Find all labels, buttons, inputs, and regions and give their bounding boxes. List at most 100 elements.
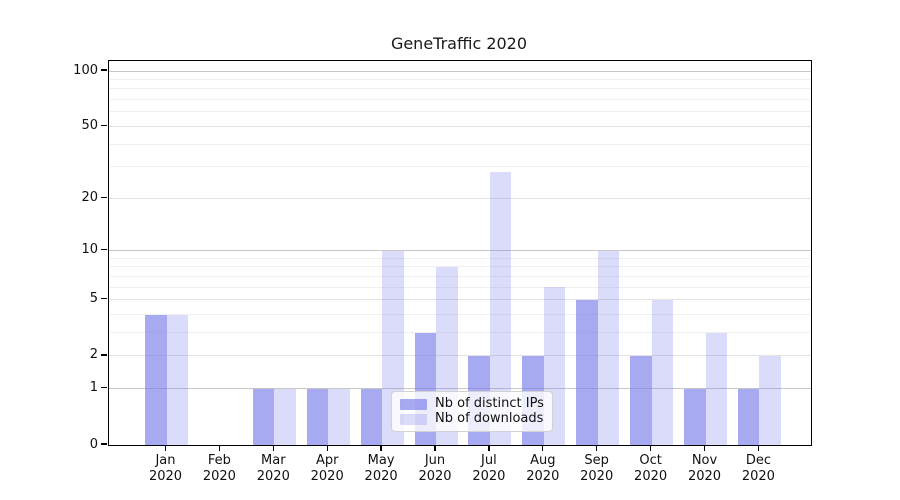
bar-downloads (274, 388, 296, 445)
x-axis-tick-label-line: Feb (207, 453, 231, 468)
gridline-major (109, 388, 811, 390)
x-axis-tick-label-line: 2020 (580, 469, 614, 484)
y-axis-tick (101, 196, 107, 198)
x-axis-tick-label-line: 2020 (634, 469, 668, 484)
gridline-major (109, 70, 811, 72)
legend-swatch-downloads (400, 413, 427, 425)
x-axis-tick-label-line: 2020 (256, 469, 290, 484)
x-axis-tick-label-line: 2020 (364, 469, 398, 484)
x-axis-tick-label-line: 2020 (741, 469, 775, 484)
y-axis-tick-label: 1 (89, 380, 98, 396)
bar-distinct-ips (737, 388, 760, 445)
plot-area (108, 60, 812, 446)
x-axis-tick (596, 445, 598, 451)
x-axis-tick-label: Jan 2020 (138, 453, 194, 485)
x-axis-tick-label-line: Jul (481, 453, 497, 468)
x-axis-tick-label-line: 2020 (687, 469, 722, 484)
x-axis-tick-label-line: Mar (261, 453, 286, 468)
y-axis-tick (101, 124, 107, 127)
legend: Nb of distinct IPs Nb of downloads (391, 391, 553, 432)
gridline-minor (109, 78, 811, 80)
gridline-mid (109, 125, 811, 127)
legend-swatch-ips (400, 398, 427, 410)
x-axis-tick-label-line: May (367, 453, 395, 468)
x-axis-tick-label: Sep 2020 (569, 453, 625, 485)
x-axis-tick-label: Aug 2020 (515, 453, 571, 485)
x-axis-tick (434, 445, 436, 451)
x-axis-tick-label: Apr 2020 (299, 453, 355, 485)
x-axis-tick (757, 445, 760, 451)
x-axis-tick-label-line: 2020 (202, 469, 236, 484)
legend-item-downloads: Nb of downloads (400, 412, 544, 426)
legend-label-ips: Nb of distinct IPs (435, 396, 544, 411)
x-axis-tick (272, 445, 274, 451)
legend-item-distinct-ips: Nb of distinct IPs (400, 397, 544, 411)
x-axis-tick (488, 445, 490, 451)
x-axis-tick-label: Dec 2020 (730, 453, 786, 485)
x-axis-tick-label-line: Oct (639, 453, 662, 468)
y-axis-tick-label: 10 (81, 242, 98, 258)
x-axis-tick (542, 445, 544, 451)
gridline-minor (109, 314, 811, 316)
gridline-mid (109, 197, 811, 199)
x-axis-tick-label-line: Nov (691, 453, 718, 468)
bar-distinct-ips (360, 388, 383, 445)
x-axis-tick-label-line: Sep (584, 453, 609, 468)
gridline-minor (109, 266, 811, 268)
y-axis-tick-label: 20 (81, 189, 98, 205)
y-axis-tick-label: 0 (89, 436, 98, 452)
x-axis-tick-label-line: Jun (424, 453, 446, 468)
gridline-major (109, 250, 811, 252)
x-axis-tick (380, 445, 382, 451)
x-axis-tick-label: Oct 2020 (623, 453, 679, 485)
bar-downloads (489, 172, 512, 445)
y-axis-tick-label: 50 (81, 117, 98, 133)
bar-downloads (759, 356, 781, 445)
gridline-minor (109, 332, 811, 334)
gridline-minor (109, 276, 811, 277)
gridline-minor (109, 88, 811, 90)
y-axis-tick-label: 100 (73, 62, 98, 78)
x-axis-tick (703, 445, 706, 451)
x-axis-tick-label-line: 2020 (310, 469, 344, 484)
gridline-minor (109, 143, 811, 145)
y-axis-tick (101, 298, 107, 300)
bar-downloads (166, 314, 188, 445)
x-axis-tick-label-line: 2020 (526, 469, 560, 484)
bar-distinct-ips (576, 299, 598, 445)
bar-distinct-ips (252, 388, 275, 445)
y-axis-tick-label: 5 (89, 291, 98, 307)
x-axis-tick-label-line: Apr (315, 453, 339, 468)
y-axis-tick (101, 69, 107, 71)
bar-distinct-ips (145, 314, 167, 445)
x-axis-tick (218, 445, 221, 451)
bar-downloads (651, 299, 674, 445)
x-axis-tick-label: Feb 2020 (191, 453, 247, 485)
x-axis-tick-label: Jun 2020 (407, 453, 463, 485)
x-axis-tick-label-line: 2020 (418, 469, 452, 484)
bar-distinct-ips (684, 388, 706, 445)
bar-distinct-ips (306, 388, 329, 445)
x-axis-tick-label-line: Dec (745, 453, 771, 468)
bar-downloads (705, 332, 727, 445)
gridline-minor (109, 166, 811, 168)
x-axis-tick-label: Mar 2020 (245, 453, 301, 485)
bar-distinct-ips (630, 356, 652, 445)
y-axis-tick (101, 443, 107, 445)
gridline-mid (109, 299, 811, 301)
gridline-mid (109, 355, 811, 357)
y-axis-tick-label: 2 (89, 347, 98, 363)
gridline-minor (109, 99, 811, 101)
x-axis-tick-label-line: Aug (530, 453, 556, 468)
x-axis-tick (326, 445, 328, 451)
bar-downloads (597, 250, 620, 445)
x-axis-tick-label-line: 2020 (472, 469, 506, 484)
y-axis-tick (101, 354, 107, 356)
x-axis-tick-label: May 2020 (353, 453, 409, 485)
y-axis-tick (101, 249, 107, 251)
x-axis-tick-label: Jul 2020 (461, 453, 517, 485)
x-axis-tick-label: Nov 2020 (677, 453, 733, 485)
gridline-minor (109, 286, 811, 288)
gridline-minor (109, 111, 811, 113)
